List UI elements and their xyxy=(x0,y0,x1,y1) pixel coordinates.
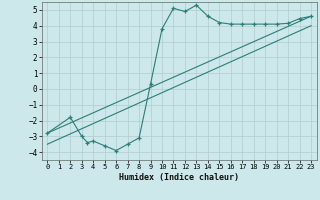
X-axis label: Humidex (Indice chaleur): Humidex (Indice chaleur) xyxy=(119,173,239,182)
